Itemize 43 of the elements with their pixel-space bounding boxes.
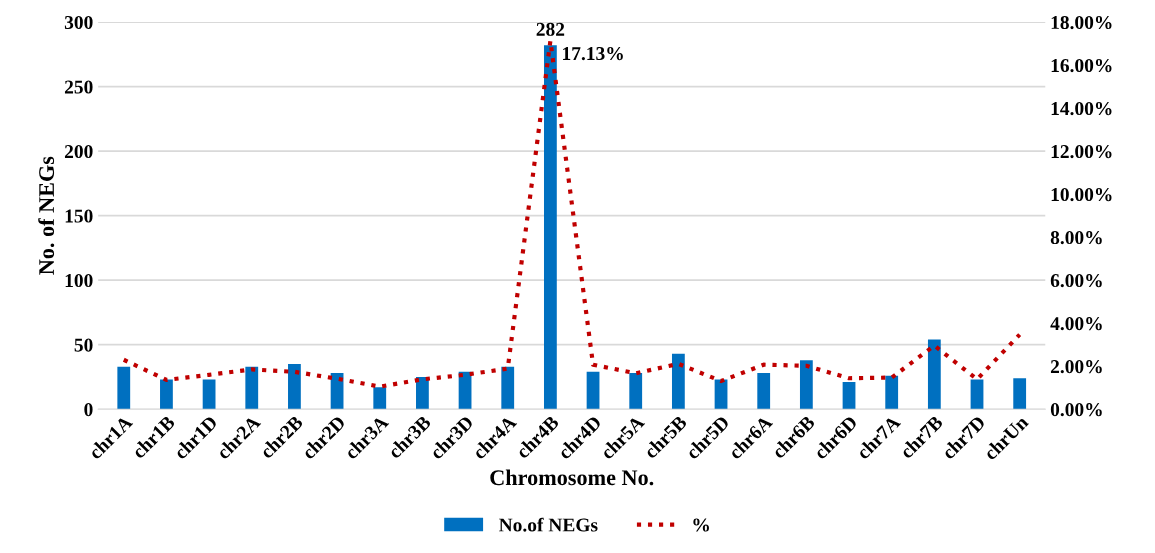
bar bbox=[416, 376, 429, 410]
bar bbox=[1013, 378, 1027, 410]
data-label: 17.13% bbox=[563, 46, 623, 61]
bar bbox=[842, 382, 856, 410]
bar bbox=[885, 375, 899, 410]
y-tick-label: 0 bbox=[84, 403, 93, 417]
y-tick-label: 250 bbox=[64, 80, 93, 94]
y2-tick-label: 14.00% bbox=[1051, 101, 1112, 116]
y-axis-title: No. of NEGs bbox=[38, 156, 55, 275]
y2-tick-label: 4.00% bbox=[1050, 317, 1102, 331]
bar bbox=[117, 366, 131, 410]
y2-tick-label: 18.00% bbox=[1051, 15, 1112, 30]
bar bbox=[501, 366, 515, 410]
y-tick-label: 300 bbox=[64, 15, 93, 30]
bar bbox=[160, 379, 173, 410]
y2-tick-label: 2.00% bbox=[1050, 360, 1102, 374]
bar bbox=[671, 353, 685, 410]
legend-label: % bbox=[693, 518, 709, 532]
bar bbox=[586, 371, 600, 410]
bar bbox=[799, 360, 813, 410]
bar bbox=[543, 45, 557, 410]
x-axis-title: Chromosome No. bbox=[490, 469, 654, 486]
bar bbox=[373, 387, 387, 410]
y2-tick-label: 16.00% bbox=[1051, 58, 1112, 73]
bar bbox=[629, 373, 643, 410]
bar bbox=[245, 366, 259, 410]
y-tick-label: 150 bbox=[65, 209, 93, 223]
y2-tick-label: 8.00% bbox=[1050, 230, 1102, 245]
y2-tick-label: 12.00% bbox=[1051, 144, 1112, 159]
line-series bbox=[121, 38, 1022, 389]
bar bbox=[757, 373, 771, 410]
bar bbox=[288, 364, 301, 410]
bar bbox=[927, 339, 941, 410]
y-tick-label: 200 bbox=[64, 144, 93, 159]
data-label: 282 bbox=[536, 22, 565, 36]
y-tick-label: 50 bbox=[74, 338, 93, 352]
bar bbox=[202, 379, 216, 410]
y-tick-label: 100 bbox=[65, 274, 93, 288]
legend-label: No.of NEGs bbox=[499, 517, 598, 532]
y2-tick-label: 10.00% bbox=[1051, 187, 1112, 202]
bar bbox=[970, 379, 984, 410]
y2-tick-label: 0.00% bbox=[1050, 403, 1102, 417]
y2-tick-label: 6.00% bbox=[1050, 274, 1102, 288]
